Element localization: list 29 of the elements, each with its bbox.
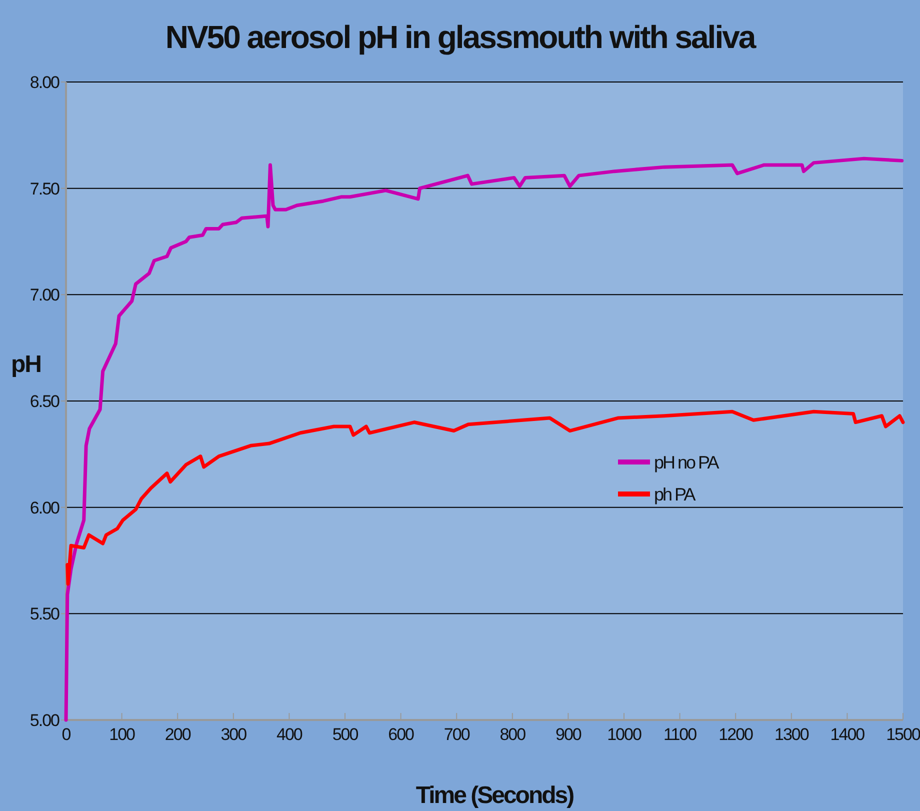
x-tick-label: 500 xyxy=(332,725,358,744)
x-tick-label: 1000 xyxy=(607,725,642,744)
y-tick-label: 8.00 xyxy=(30,72,60,92)
x-tick-label: 300 xyxy=(220,725,247,744)
x-tick-label: 800 xyxy=(500,725,526,744)
x-tick-label: 600 xyxy=(388,725,414,744)
x-axis-title: Time (Seconds) xyxy=(416,782,574,809)
x-tick-label: 0 xyxy=(62,725,71,744)
x-tick-label: 1300 xyxy=(774,725,809,744)
y-axis-title: pH xyxy=(11,351,41,378)
x-tick-label: 700 xyxy=(444,725,470,744)
y-tick-label: 5.50 xyxy=(30,604,60,624)
y-tick-label: 6.50 xyxy=(30,392,60,411)
x-tick-label: 400 xyxy=(276,725,302,744)
x-tick-label: 1200 xyxy=(718,725,754,744)
x-tick-label: 100 xyxy=(109,725,136,744)
y-tick-label: 5.00 xyxy=(30,710,60,730)
x-tick-label: 1100 xyxy=(664,725,697,744)
x-tick-label: 200 xyxy=(164,725,191,744)
x-tick-label: 1500 xyxy=(886,725,920,744)
x-tick-label: 900 xyxy=(556,725,582,744)
legend-label: ph PA xyxy=(654,484,696,504)
y-tick-label: 6.00 xyxy=(30,498,60,518)
y-tick-label: 7.00 xyxy=(30,286,60,305)
line-series xyxy=(66,410,905,586)
legend-label: pH no PA xyxy=(654,452,720,472)
chart-title: NV50 aerosol pH in glassmouth with saliva xyxy=(165,19,756,55)
x-tick-label: 1400 xyxy=(830,725,865,744)
y-tick-label: 7.50 xyxy=(30,179,60,198)
